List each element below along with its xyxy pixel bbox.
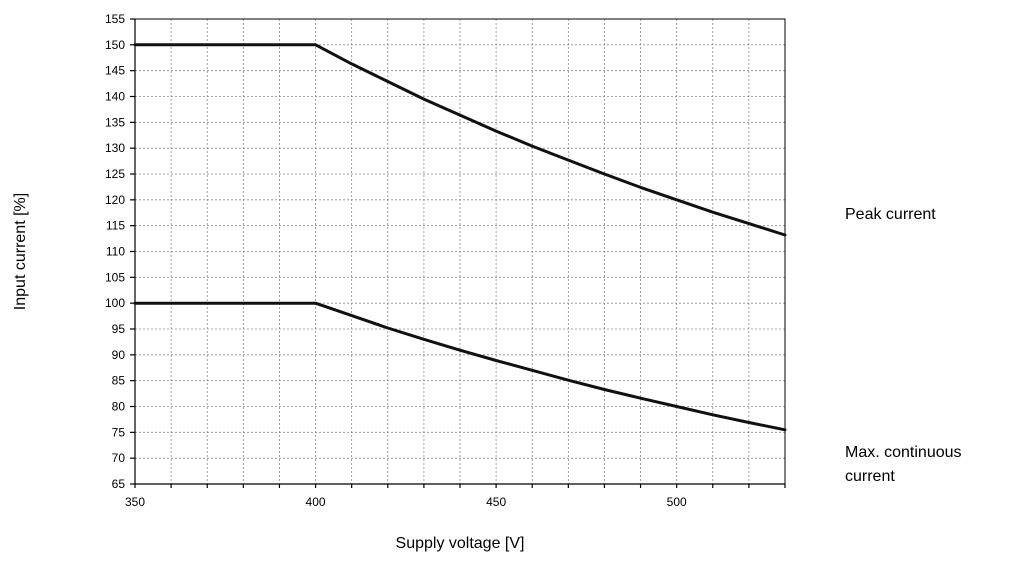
x-tick-label: 500	[667, 495, 687, 509]
y-tick-label: 130	[105, 141, 125, 155]
series-label-line: current	[845, 468, 895, 485]
series-line-peak-current	[133, 43, 787, 237]
y-axis-title: Input current [%]	[12, 193, 29, 310]
y-tick-label: 135	[105, 115, 125, 129]
x-tick-label: 350	[125, 495, 145, 509]
y-tick-label: 140	[105, 90, 125, 104]
series-label-peak-current: Peak current	[845, 206, 936, 223]
series-lines	[133, 43, 787, 432]
y-tick-label: 145	[105, 64, 125, 78]
y-tick-label: 110	[106, 245, 125, 259]
y-tick-label: 95	[112, 322, 126, 336]
y-tick-label: 90	[112, 348, 126, 362]
y-tick-label: 115	[106, 219, 125, 233]
y-tick-label: 105	[105, 270, 125, 284]
y-tick-label: 120	[105, 193, 125, 207]
y-tick-label: 70	[112, 451, 126, 465]
y-tick-label: 150	[105, 38, 125, 52]
y-tick-label: 125	[105, 167, 125, 181]
series-label-max-continuous-current: Max. continuous current	[845, 444, 966, 485]
y-tick-label: 100	[105, 296, 125, 310]
y-tick-label: 75	[112, 425, 126, 439]
x-tick-label: 400	[306, 495, 326, 509]
series-label-line: Peak current	[845, 206, 936, 223]
y-tick-label: 155	[105, 12, 125, 26]
y-tick-label: 85	[112, 374, 126, 388]
tick-labels: 65 70 75 80 85 90 95 100 105 110 115 120 125 130 135 14…	[105, 12, 687, 509]
y-tick-label: 80	[112, 400, 126, 414]
axes	[130, 18, 786, 488]
series-label-line: Max. continuous	[845, 444, 962, 461]
x-axis-title: Supply voltage [V]	[396, 535, 525, 552]
y-tick-label: 65	[112, 477, 126, 491]
series-line-max-continuous-current	[133, 301, 787, 432]
grid-lines	[135, 18, 785, 484]
x-tick-label: 450	[486, 495, 506, 509]
